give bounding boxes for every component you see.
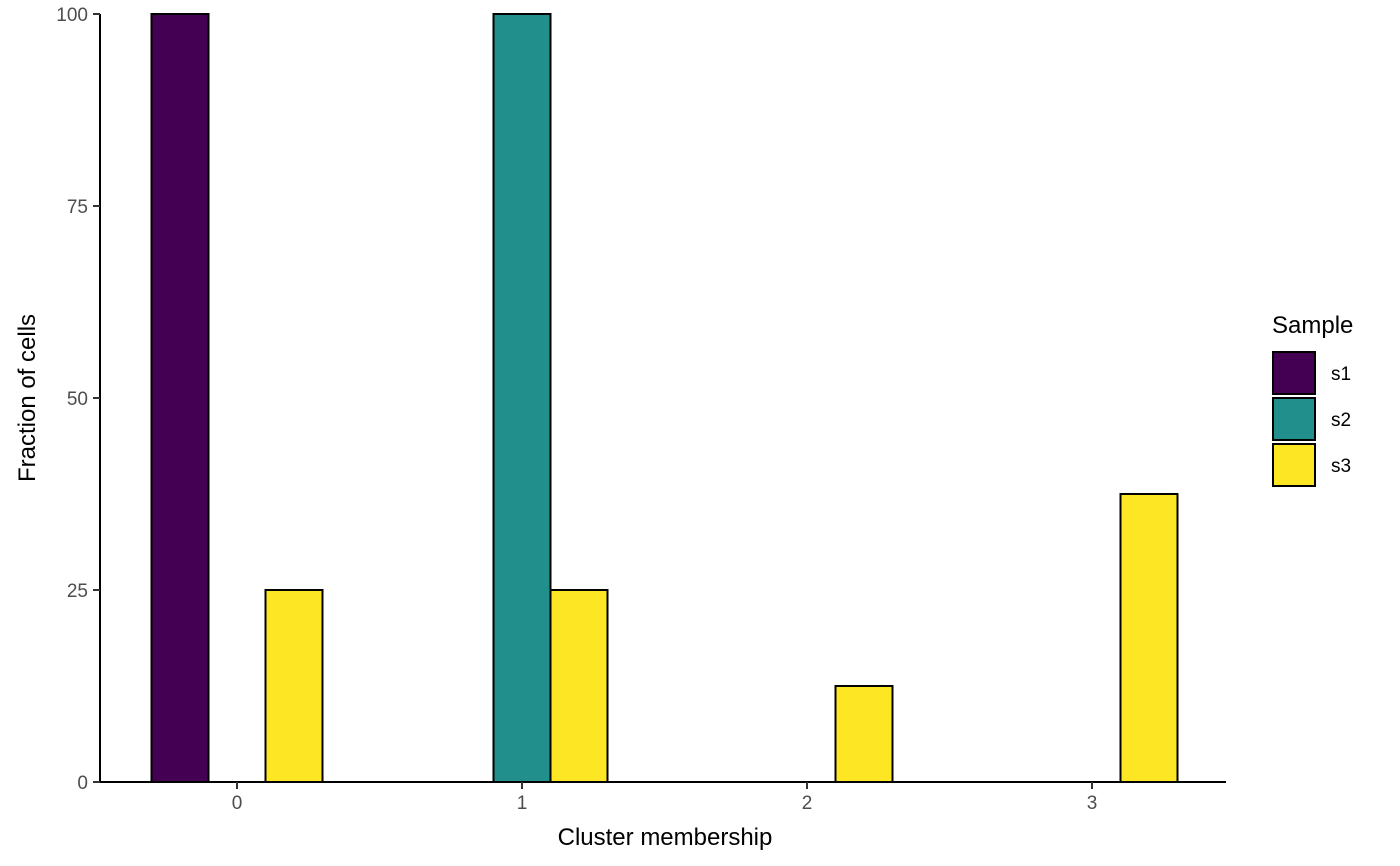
legend-key-s1	[1272, 351, 1316, 395]
bar-s3-cluster-0	[264, 589, 324, 783]
legend-key-s2	[1272, 397, 1316, 441]
x-axis-title: Cluster membership	[558, 824, 773, 851]
bar-s3-cluster-1	[549, 589, 609, 783]
axes-layer: 0 25 50 75 100 0 1 2 3	[56, 5, 1226, 814]
y-tick-label: 50	[67, 389, 88, 410]
legend-label-s1: s1	[1331, 364, 1351, 385]
y-tick-label: 75	[67, 197, 88, 218]
bars-layer	[150, 13, 1179, 783]
bar-s1-cluster-0	[150, 13, 210, 783]
x-tick-label: 0	[232, 793, 243, 814]
y-tick-label: 0	[77, 773, 88, 794]
legend-label-s2: s2	[1331, 410, 1351, 431]
bar-s2-cluster-1	[492, 13, 552, 783]
x-tick-label: 3	[1087, 793, 1098, 814]
legend-key-s3	[1272, 443, 1316, 487]
legend-label-s3: s3	[1331, 456, 1351, 477]
y-tick-label: 100	[56, 5, 88, 26]
y-axis-title: Fraction of cells	[14, 314, 41, 482]
bar-s3-cluster-3	[1119, 493, 1179, 783]
bar-s3-cluster-2	[834, 685, 894, 783]
legend-title: Sample	[1272, 312, 1353, 339]
x-tick-label: 1	[517, 793, 528, 814]
x-tick-label: 2	[802, 793, 813, 814]
legend: Sample s1 s2 s3	[1272, 312, 1353, 487]
y-tick-label: 25	[67, 581, 88, 602]
